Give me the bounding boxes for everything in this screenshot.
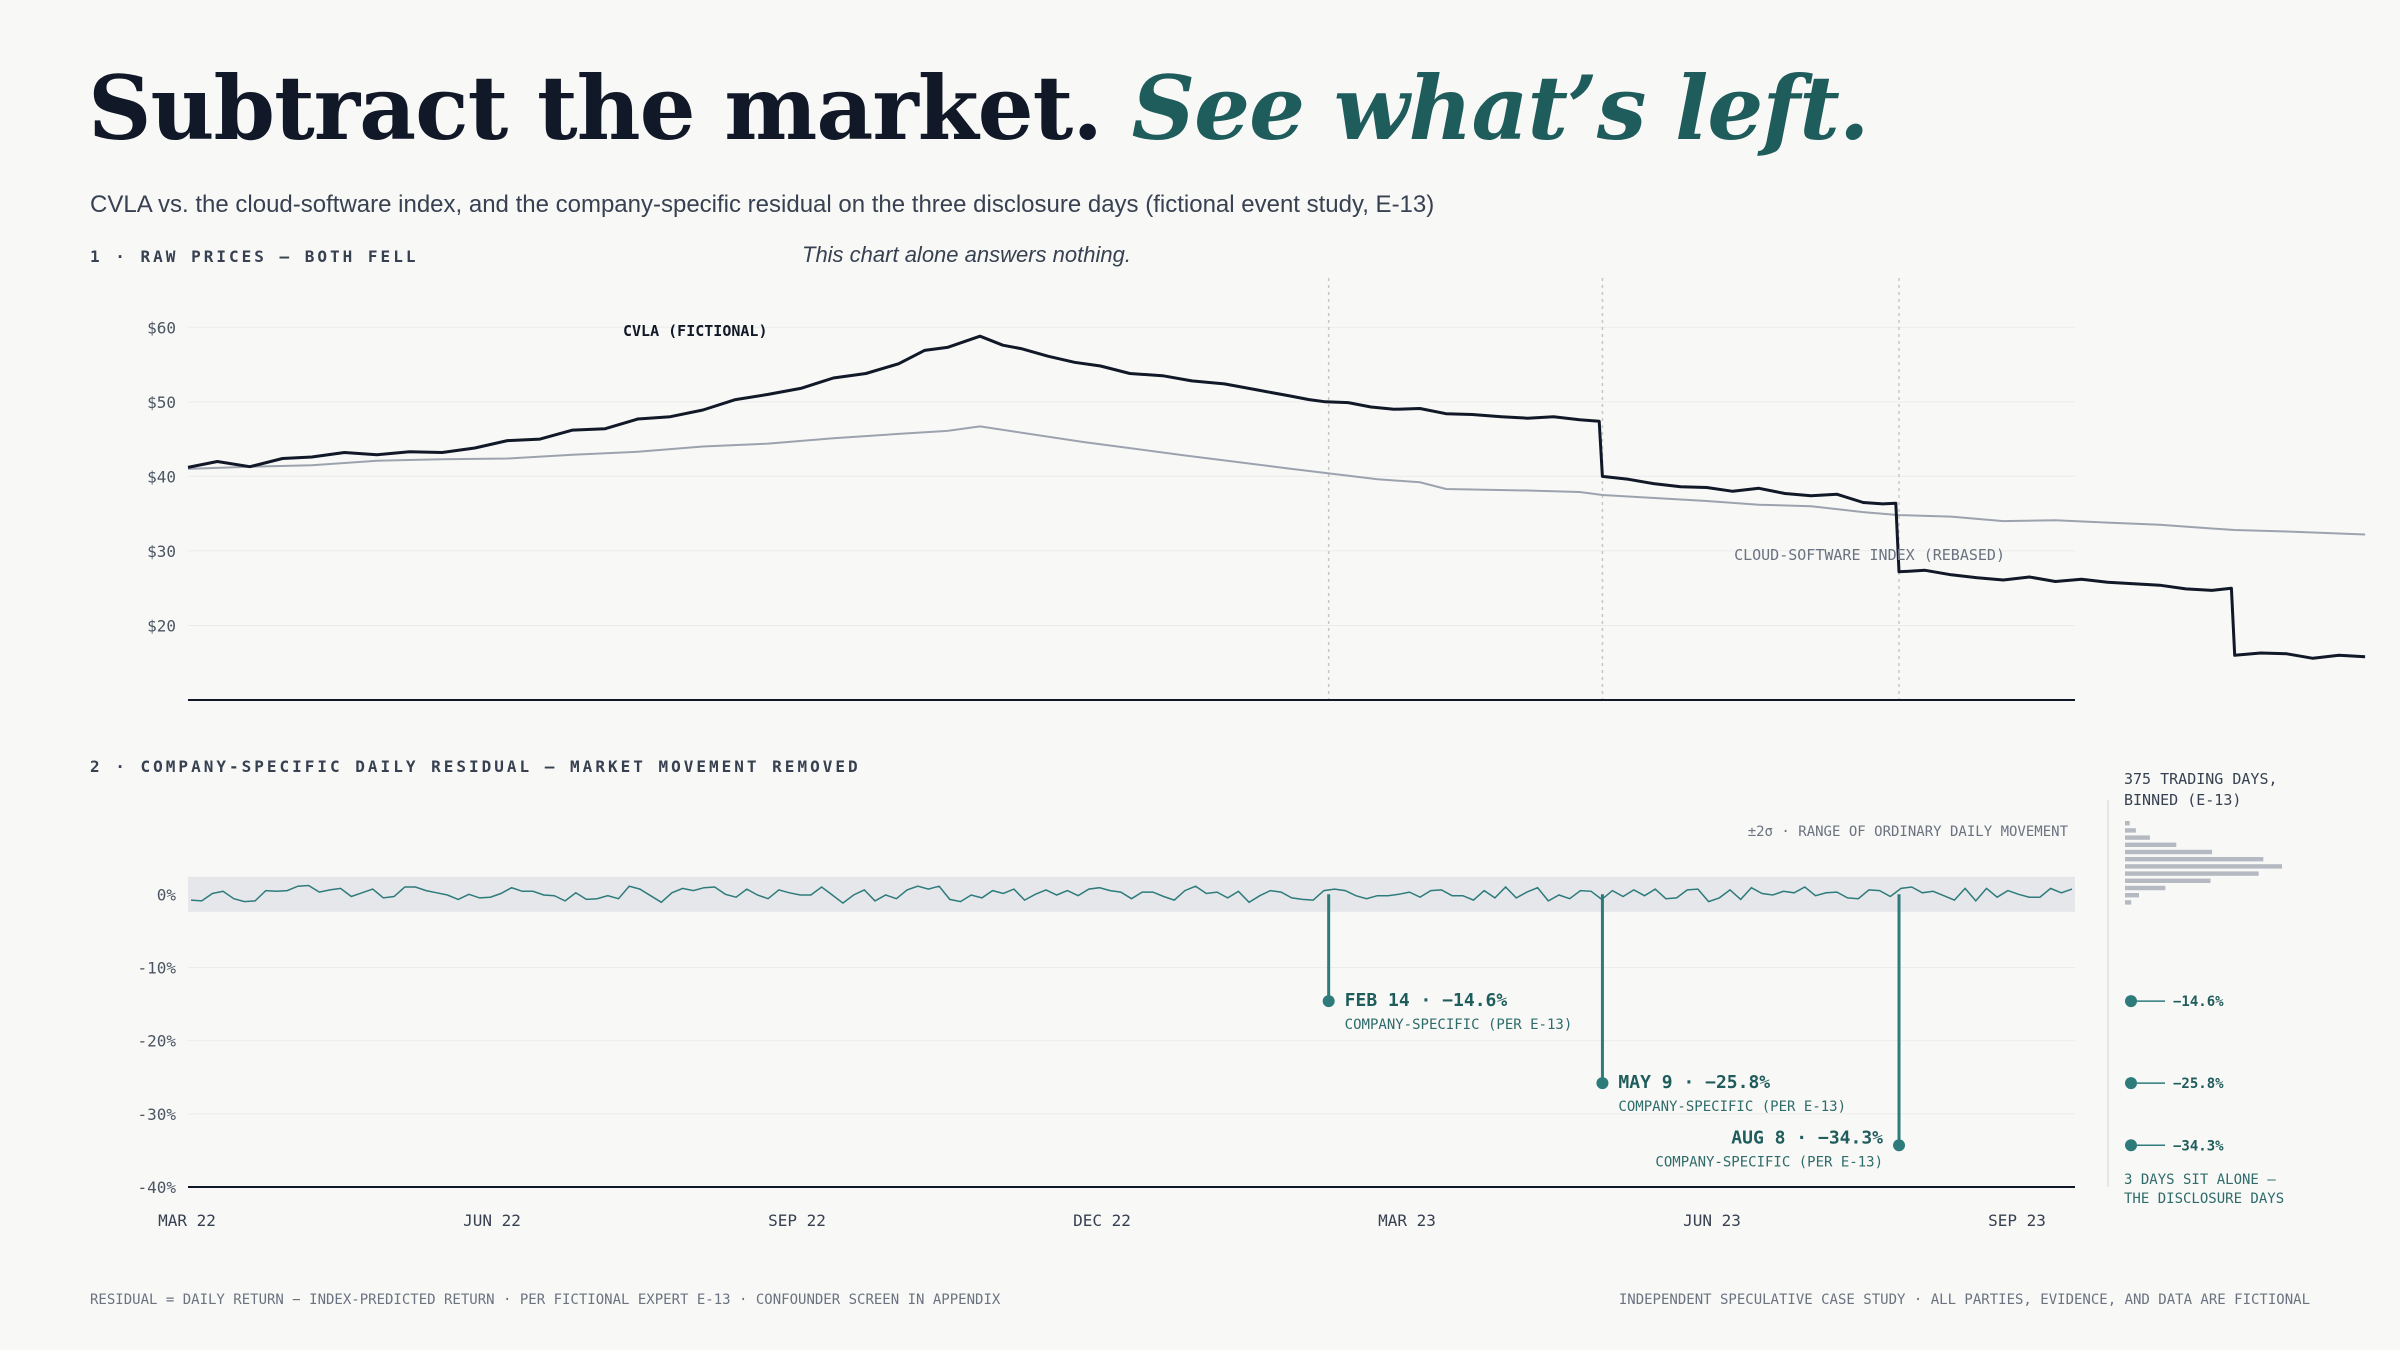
histogram-bar [2125,871,2259,876]
outlier-label: −14.6% [2173,994,2224,1010]
event-point [1322,995,1335,1008]
event-label: AUG 8 · −34.3% [1731,1127,1883,1148]
section1-label: 1 · RAW PRICES — BOTH FELL [90,247,419,266]
histogram-note-line: 3 DAYS SIT ALONE — [2124,1172,2276,1188]
event-point [1893,1139,1906,1152]
resid-y-tick-label: -10% [137,958,176,977]
histogram-bar [2125,857,2264,862]
event-sublabel: COMPANY-SPECIFIC (PER E-13) [1345,1017,1573,1033]
price-y-tick-label: $30 [147,542,176,561]
event-sublabel: COMPANY-SPECIFIC (PER E-13) [1655,1154,1883,1170]
x-tick-label: SEP 23 [1988,1211,2046,1230]
x-tick-label: DEC 22 [1073,1211,1131,1230]
histogram-bar [2125,878,2211,883]
event-label: MAY 9 · −25.8% [1618,1072,1770,1093]
histogram-bar [2125,885,2166,891]
histogram-bar [2125,842,2177,847]
subtitle: CVLA vs. the cloud-software index, and t… [90,191,1435,218]
price-y-tick-label: $50 [147,393,176,412]
histogram-bar [2125,893,2139,898]
histogram-bar [2125,849,2213,855]
histogram-bar [2125,900,2132,905]
price-y-tick-label: $60 [147,318,176,337]
event-sublabel: COMPANY-SPECIFIC (PER E-13) [1618,1099,1846,1115]
outlier-dot [2125,995,2137,1008]
index-series-line [187,425,2366,536]
histogram-bar [2125,835,2150,840]
index-series-label: CLOUD-SOFTWARE INDEX (REBASED) [1734,546,2005,564]
page-title: Subtract the market. See what’s left. [88,60,1870,157]
histogram-title-line: BINNED (E-13) [2124,791,2241,809]
resid-y-tick-label: -40% [137,1178,176,1197]
x-tick-label: JUN 22 [463,1211,521,1230]
resid-y-tick-label: -30% [137,1105,176,1124]
x-tick-label: SEP 22 [768,1211,826,1230]
histogram-bar [2125,864,2282,869]
outlier-dot [2125,1077,2137,1090]
outlier-label: −34.3% [2173,1138,2224,1154]
title-part2: See what’s left. [1131,56,1870,160]
histogram-note-line: THE DISCLOSURE DAYS [2124,1191,2284,1207]
histogram-bar [2125,828,2136,833]
price-y-tick-label: $20 [147,616,176,635]
cvla-series-label: CVLA (FICTIONAL) [623,322,768,340]
outlier-label: −25.8% [2173,1076,2224,1092]
sigma-band [188,876,2075,912]
cvla-series-line [187,334,2366,660]
title-part1: Subtract the market. [88,56,1103,160]
section2-label: 2 · COMPANY-SPECIFIC DAILY RESIDUAL — MA… [90,757,861,776]
residual-series-line [190,884,2073,905]
x-tick-label: JUN 23 [1683,1211,1741,1230]
section1-note: This chart alone answers nothing. [802,242,1131,267]
footer-left: RESIDUAL = DAILY RETURN − INDEX-PREDICTE… [90,1292,1001,1308]
histogram-bar [2125,821,2130,826]
footer-right: INDEPENDENT SPECULATIVE CASE STUDY · ALL… [1618,1292,2310,1308]
event-label: FEB 14 · −14.6% [1345,990,1508,1011]
resid-y-tick-label: -20% [137,1032,176,1051]
x-tick-label: MAR 23 [1378,1211,1436,1230]
resid-y-tick-label: 0% [157,885,177,904]
x-tick-label: MAR 22 [158,1211,216,1230]
outlier-dot [2125,1139,2137,1152]
histogram-title-line: 375 TRADING DAYS, [2124,770,2278,788]
sigma-band-label: ±2σ · RANGE OF ORDINARY DAILY MOVEMENT [1748,824,2069,840]
price-y-tick-label: $40 [147,467,176,486]
event-point [1596,1077,1609,1090]
